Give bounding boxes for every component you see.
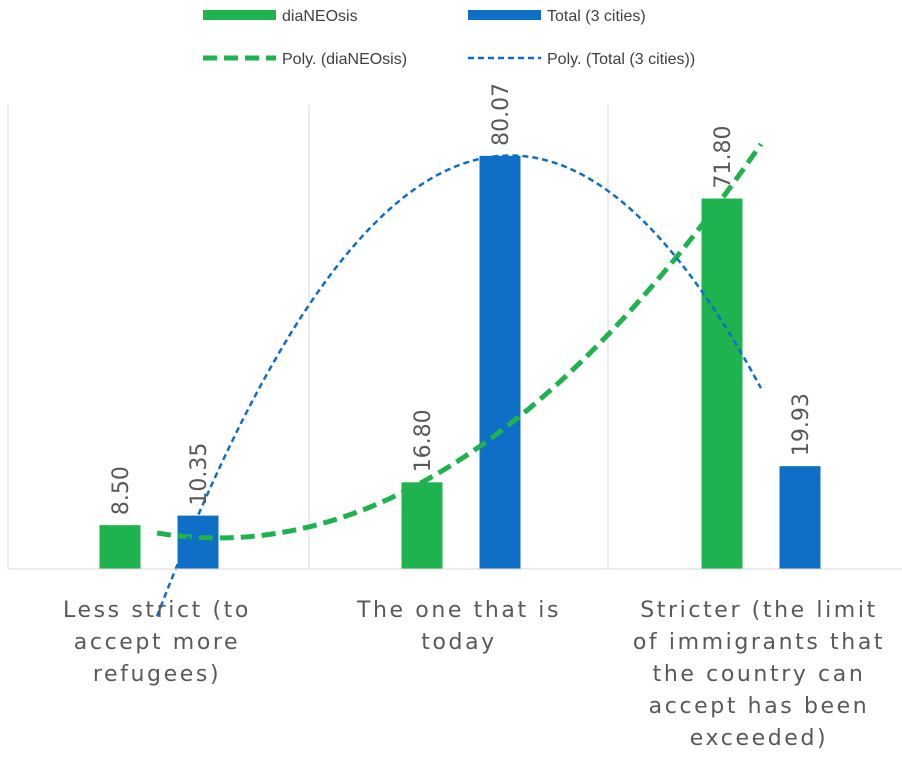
legend-item: diaNEOsis bbox=[203, 8, 358, 25]
legend-item: Poly. (diaNEOsis) bbox=[203, 51, 407, 68]
bars bbox=[99, 155, 821, 569]
bar-dianeosis-0 bbox=[99, 525, 141, 569]
category-label: The one that is bbox=[356, 598, 561, 623]
trendline-total bbox=[155, 154, 763, 617]
data-label: 16.80 bbox=[411, 409, 436, 472]
bar-total-0 bbox=[177, 515, 219, 569]
legend-swatch bbox=[468, 10, 541, 20]
bar-total-1 bbox=[479, 155, 521, 569]
legend: diaNEOsis Total (3 cities) Poly. (diaNEOsi… bbox=[203, 8, 695, 68]
category-label: today bbox=[421, 630, 497, 655]
category-label: accept more bbox=[74, 630, 240, 655]
legend-label: Poly. (diaNEOsis) bbox=[282, 51, 407, 68]
category-label: refugees) bbox=[93, 662, 221, 687]
category-label: of immigrants that bbox=[633, 630, 885, 655]
legend-item: Poly. (Total (3 cities)) bbox=[468, 51, 695, 68]
trendlines bbox=[155, 142, 764, 617]
data-label: 10.35 bbox=[187, 443, 212, 506]
category-label: accept has been bbox=[649, 694, 870, 719]
legend-label: diaNEOsis bbox=[282, 8, 358, 25]
category-labels: Less strict (to accept more refugees) The o… bbox=[63, 598, 885, 751]
trendline-dianeosis bbox=[156, 142, 764, 541]
data-label: 19.93 bbox=[789, 393, 814, 456]
data-label: 80.07 bbox=[489, 83, 514, 146]
data-label: 71.80 bbox=[711, 126, 736, 189]
category-label: exceeded) bbox=[690, 726, 828, 751]
category-label: the country can bbox=[653, 662, 866, 687]
legend-swatch bbox=[203, 10, 276, 20]
legend-label: Poly. (Total (3 cities)) bbox=[547, 51, 695, 68]
bar-dianeosis-2 bbox=[701, 198, 743, 569]
legend-label: Total (3 cities) bbox=[547, 8, 646, 25]
category-label: Less strict (to bbox=[63, 598, 251, 623]
data-labels: 8.50 16.80 71.80 10.35 80.07 19.93 bbox=[109, 83, 814, 515]
data-label: 8.50 bbox=[109, 466, 134, 515]
bar-dianeosis-1 bbox=[401, 482, 443, 569]
legend-item: Total (3 cities) bbox=[468, 8, 646, 25]
bar-total-2 bbox=[779, 466, 821, 569]
category-label: Stricter (the limit bbox=[640, 598, 878, 623]
